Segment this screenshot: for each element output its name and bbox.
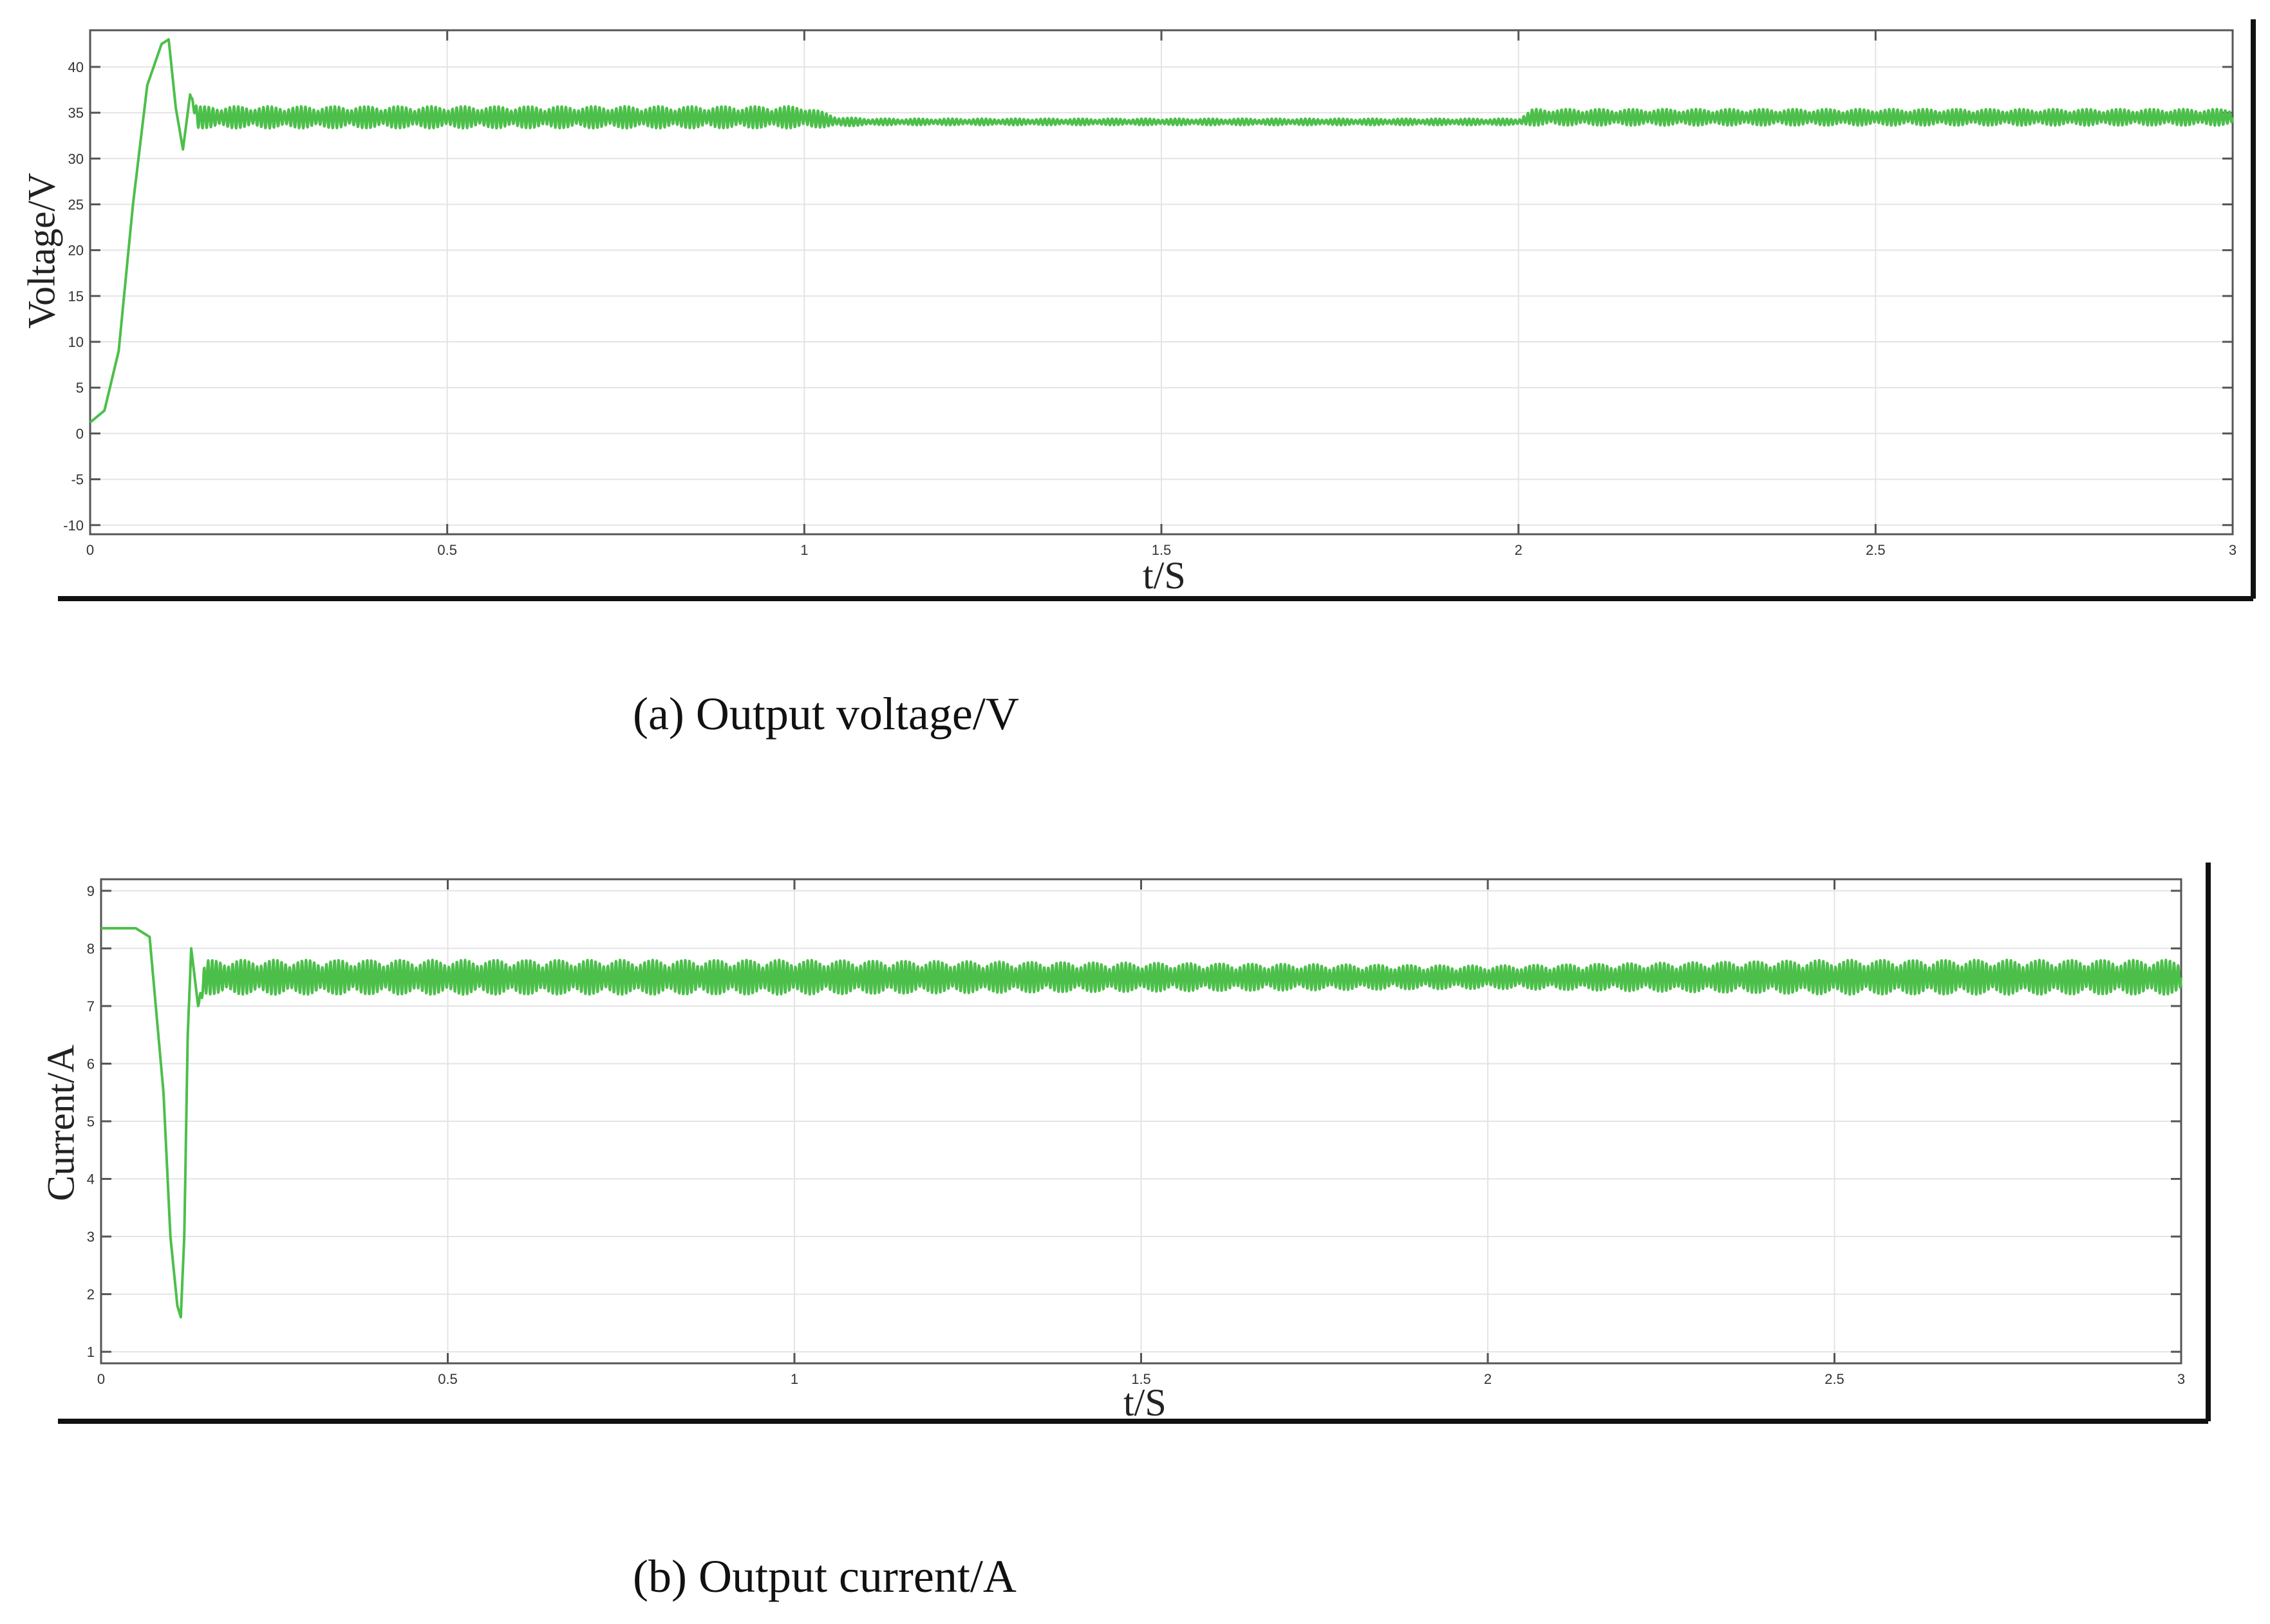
voltage-ytick-label: 40: [68, 59, 84, 75]
current-ytick-label: 8: [87, 940, 95, 957]
plot-current: 0 0.5 1 1.5 2 2.5 3 1 2 3 4 5 6 7 8 9 Current/A t/S: [0, 837, 2270, 1455]
voltage-ytick-label: -5: [71, 472, 84, 488]
voltage-ytick-label: 5: [76, 380, 84, 396]
figure-panel-voltage: 0 0.5 1 1.5 2 2.5 3 -10 -5 0 5 10 15 20 25 30 35 40 Volta…: [0, 0, 2270, 811]
current-ylabel: Current/A: [39, 1044, 82, 1202]
voltage-ytick-label: 30: [68, 151, 84, 167]
current-ytick-label: 1: [87, 1344, 95, 1360]
voltage-ytick-label: 35: [68, 105, 84, 121]
current-xtick-label: 2.5: [1824, 1371, 1844, 1387]
voltage-ylabel: Voltage/V: [20, 173, 63, 329]
voltage-xtick-label: 1.5: [1152, 542, 1172, 558]
current-ytick-label: 5: [87, 1114, 95, 1130]
current-xtick-label: 1: [791, 1371, 798, 1387]
current-ytick-label: 9: [87, 883, 95, 899]
figure-panel-current: 0 0.5 1 1.5 2 2.5 3 1 2 3 4 5 6 7 8 9 Current/A t/S (b)…: [0, 837, 2270, 1624]
voltage-ytick-label: 25: [68, 196, 84, 212]
voltage-xtick-label: 1: [800, 542, 808, 558]
current-xtick-label: 3: [2177, 1371, 2185, 1387]
current-xtick-label: 0: [97, 1371, 105, 1387]
voltage-xtick-label: 0: [86, 542, 94, 558]
voltage-ytick-label: 0: [76, 425, 84, 442]
voltage-ytick-label: 15: [68, 288, 84, 304]
current-series-line: [100, 927, 2182, 1319]
voltage-xtick-label: 2.5: [1866, 542, 1886, 558]
voltage-xtick-label: 3: [2229, 542, 2237, 558]
current-xlabel: t/S: [1123, 1381, 1167, 1424]
voltage-xtick-label: 0.5: [437, 542, 457, 558]
plot-voltage: 0 0.5 1 1.5 2 2.5 3 -10 -5 0 5 10 15 20 25 30 35 40 Volta…: [0, 0, 2270, 618]
voltage-xlabel: t/S: [1143, 554, 1186, 597]
voltage-ytick-label: 10: [68, 334, 84, 350]
voltage-caption: (a) Output voltage/V: [633, 688, 1019, 740]
voltage-series-line: [89, 38, 2234, 424]
voltage-xtick-label: 2: [1515, 542, 1523, 558]
voltage-ytick-label: 20: [68, 243, 84, 259]
current-ytick-label: 4: [87, 1171, 95, 1188]
voltage-ytick-label: -10: [63, 518, 84, 534]
current-xtick-label: 1.5: [1131, 1371, 1151, 1387]
current-xtick-label: 2: [1484, 1371, 1492, 1387]
voltage-chart-svg: 0 0.5 1 1.5 2 2.5 3 -10 -5 0 5 10 15 20 25 30 35 40: [58, 19, 2256, 601]
current-ytick-label: 7: [87, 998, 95, 1014]
current-ytick-label: 3: [87, 1229, 95, 1245]
current-xtick-label: 0.5: [438, 1371, 458, 1387]
current-caption: (b) Output current/A: [633, 1551, 1017, 1602]
current-ytick-label: 6: [87, 1056, 95, 1072]
current-ytick-label: 2: [87, 1287, 95, 1303]
current-chart-svg: 0 0.5 1 1.5 2 2.5 3 1 2 3 4 5 6 7 8 9: [58, 863, 2211, 1424]
